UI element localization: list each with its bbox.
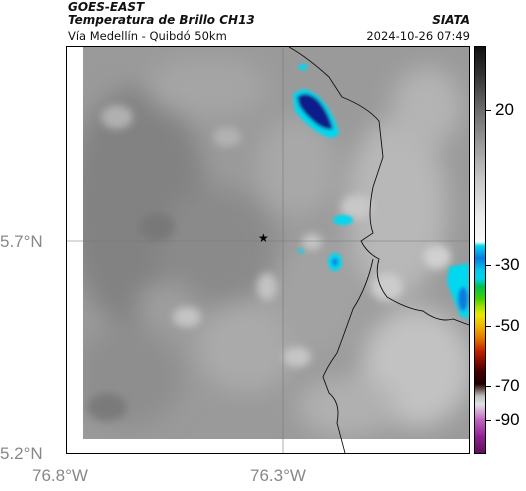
colorbar-tick <box>486 326 491 327</box>
colorbar-label: -90 <box>495 410 520 429</box>
colorbar <box>474 46 486 454</box>
colorbar-tick <box>486 265 491 266</box>
colorbar-label: -30 <box>495 255 520 274</box>
colorbar-tick <box>486 386 491 387</box>
lat-label-5-2: 5.2°N <box>0 444 43 463</box>
lat-label-5-7: 5.7°N <box>0 232 43 251</box>
organization-label: SIATA <box>432 13 470 27</box>
colorbar-tick <box>486 110 491 111</box>
datetime-label: 2024-10-26 07:49 <box>366 29 470 43</box>
colorbar-tick <box>486 420 491 421</box>
boundary-line-south <box>322 258 374 453</box>
boundary-line <box>288 47 469 326</box>
map-image <box>67 47 469 453</box>
colorbar-label: -50 <box>495 316 520 335</box>
satellite-map[interactable]: ★ <box>66 46 470 454</box>
colorbar-label: 20 <box>495 100 514 119</box>
product-title: Temperatura de Brillo CH13 <box>68 13 255 27</box>
location-marker: ★ <box>258 231 269 245</box>
colorbar-label: -70 <box>495 376 520 395</box>
lon-label-76-3: 76.3°W <box>250 466 306 485</box>
satellite-title: GOES-EAST <box>68 0 145 14</box>
route-label: Vía Medellín - Quibdó 50km <box>68 29 227 43</box>
lon-label-76-8: 76.8°W <box>32 466 88 485</box>
